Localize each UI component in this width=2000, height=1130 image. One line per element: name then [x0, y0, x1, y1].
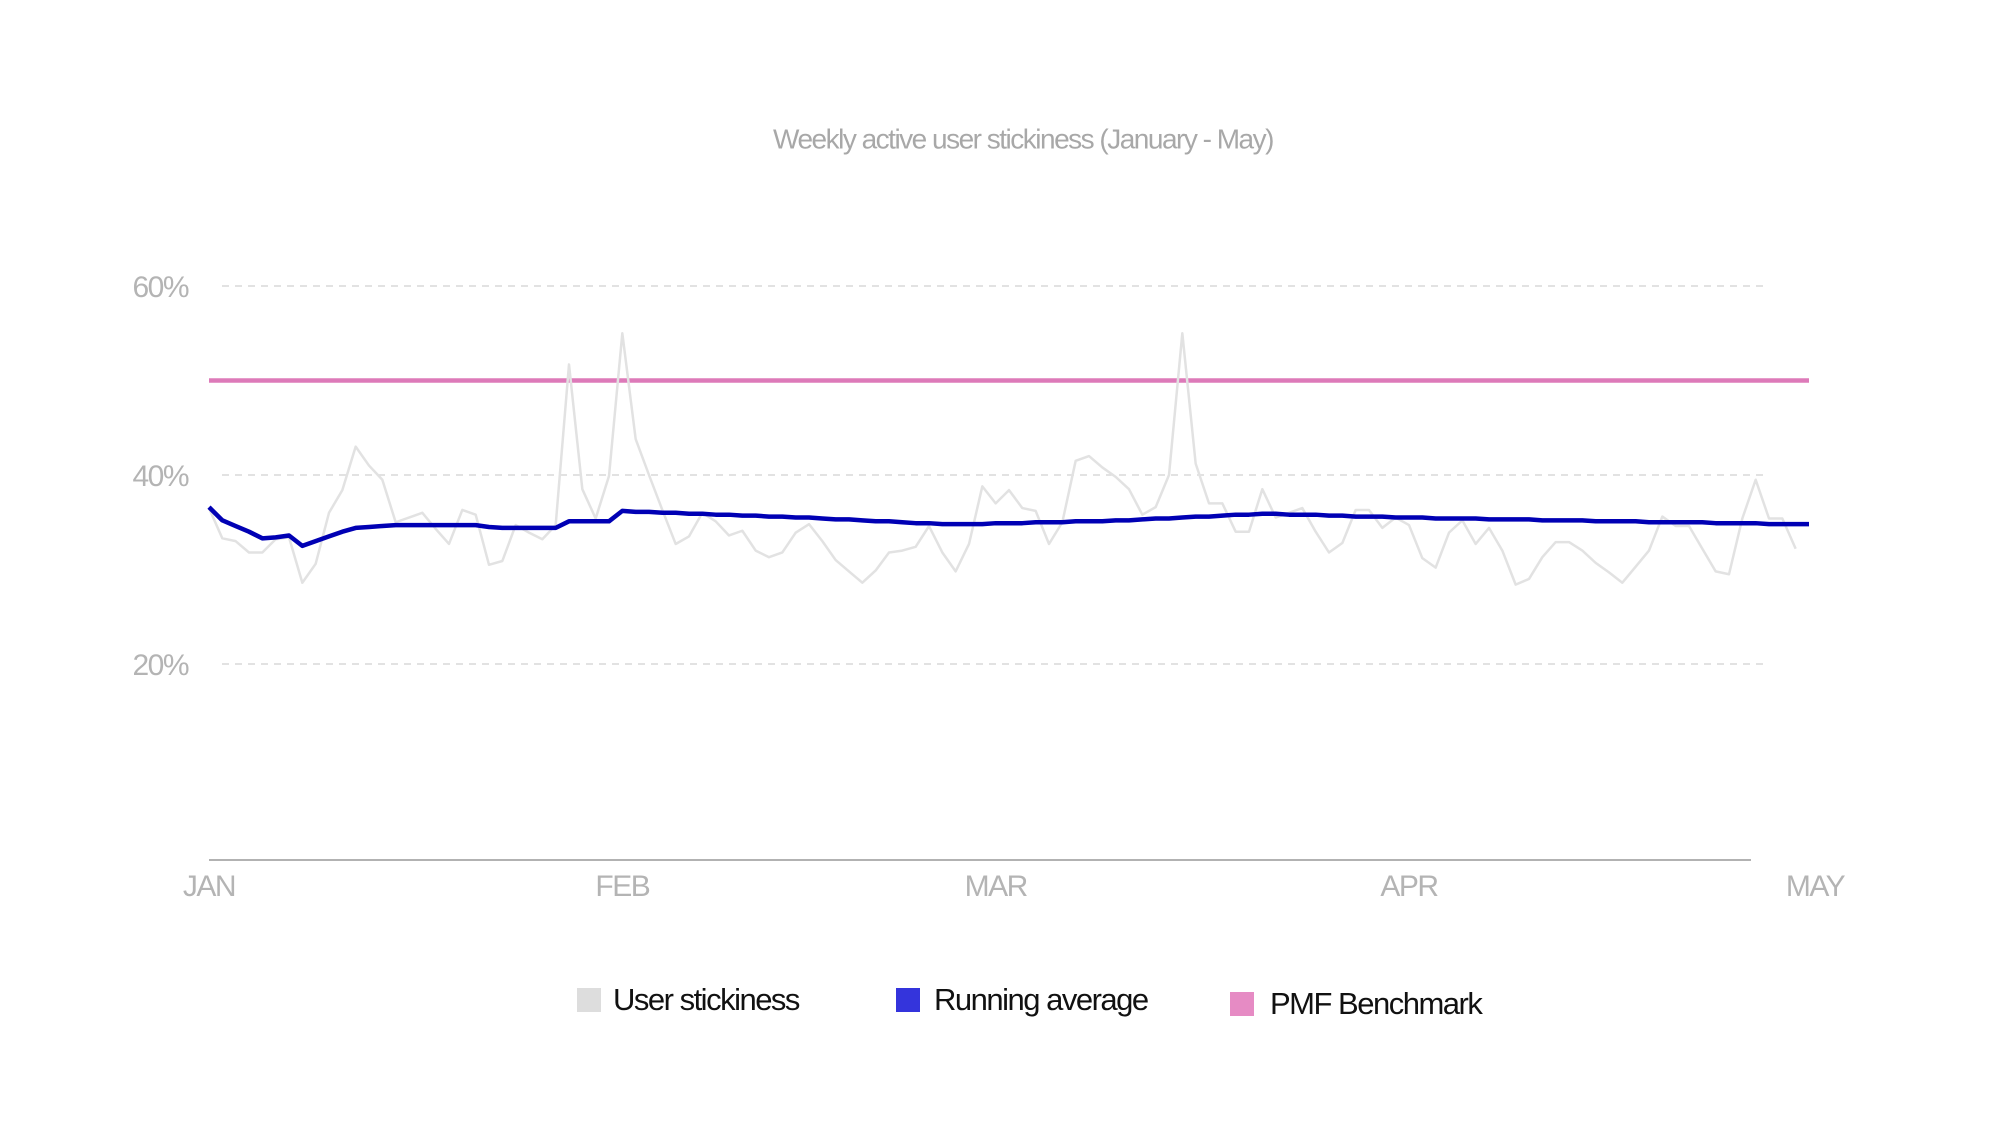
x-tick-label: MAY — [1786, 870, 1846, 903]
y-tick-label: 40% — [132, 460, 188, 493]
x-tick-label: APR — [1380, 870, 1438, 903]
x-tick-label: JAN — [183, 870, 235, 903]
legend-swatch — [896, 988, 920, 1012]
y-tick-label: 60% — [132, 271, 188, 304]
legend-label: PMF Benchmark — [1270, 986, 1483, 1021]
series-line — [207, 505, 1809, 549]
y-tick-label: 20% — [132, 649, 188, 682]
series-line — [207, 332, 1797, 586]
legend-swatch — [1230, 992, 1254, 1016]
x-tick-label: MAR — [965, 870, 1028, 903]
x-tick-label: FEB — [595, 870, 649, 903]
legend-label: Running average — [934, 982, 1148, 1017]
legend-label: User stickiness — [613, 982, 800, 1017]
chart-title: Weekly active user stickiness (January -… — [773, 123, 1273, 154]
legend-swatch — [577, 988, 601, 1012]
